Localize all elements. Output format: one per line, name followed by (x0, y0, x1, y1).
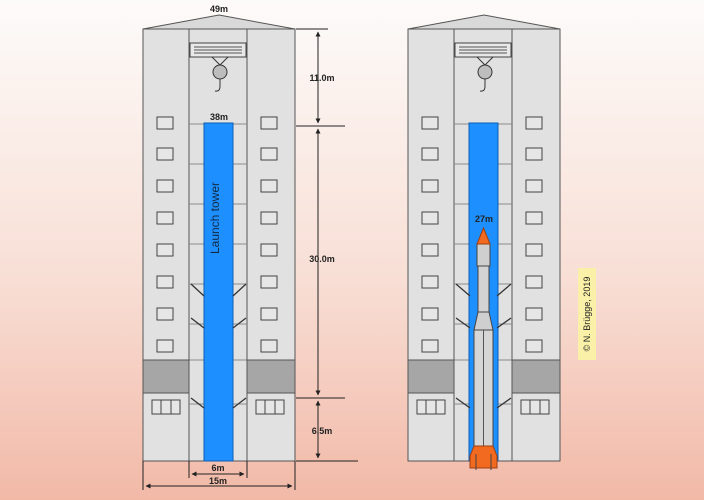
roof-width-label: 49m (210, 4, 228, 14)
dimension-lines (142, 28, 358, 490)
mid-section-label: 30.0m (309, 254, 335, 264)
top-section-label: 11.0m (309, 73, 334, 83)
credit-badge: © N. Brügge, 2019 (578, 268, 596, 360)
credit-text: © N. Brügge, 2019 (582, 276, 592, 352)
bottom-section-label: 6.5m (312, 426, 333, 436)
crane-hook-icon (476, 56, 494, 92)
launch-tower-label: Launch tower (208, 182, 222, 254)
left-roof (142, 14, 296, 30)
tower-height-label: 38m (210, 112, 228, 122)
left-lower-windows (151, 399, 285, 415)
left-building (142, 14, 296, 462)
rocket-height-label: 27m (475, 214, 493, 224)
right-building (407, 14, 561, 470)
crane-hook-icon (211, 56, 229, 92)
launch-tower (203, 122, 234, 462)
hall-width-label: 15m (209, 476, 227, 486)
tower-width-label: 6m (211, 463, 224, 473)
rocket (469, 226, 498, 470)
rocket-booster-skirt (469, 445, 498, 469)
